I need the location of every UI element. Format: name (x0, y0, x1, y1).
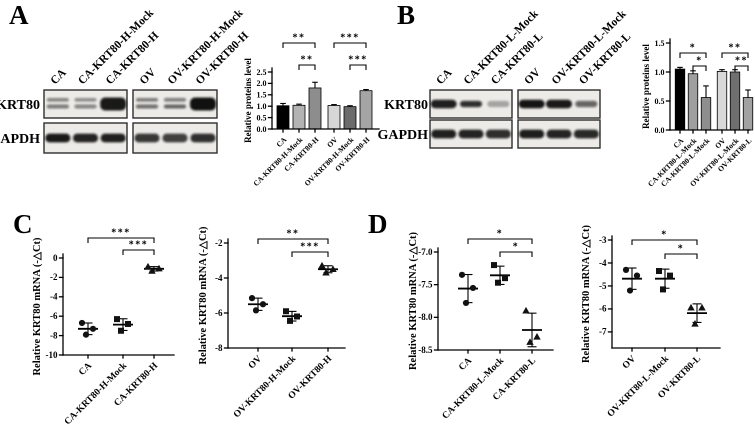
svg-text:**: ** (729, 43, 742, 54)
svg-text:Relative KRT80 mRNA (-△Ct): Relative KRT80 mRNA (-△Ct) (581, 224, 592, 363)
svg-text:-7: -7 (599, 327, 607, 337)
svg-text:**: ** (735, 56, 748, 67)
svg-text:CA: CA (77, 361, 94, 378)
svg-text:0.5: 0.5 (257, 113, 267, 122)
svg-text:-4: -4 (215, 273, 223, 283)
svg-text:-7.0: -7.0 (418, 247, 433, 257)
svg-text:-4: -4 (50, 292, 58, 302)
svg-text:0: 0 (53, 253, 58, 263)
svg-text:2.0: 2.0 (257, 79, 267, 88)
svg-text:-8.5: -8.5 (418, 345, 433, 355)
svg-text:GAPDH: GAPDH (377, 128, 428, 143)
svg-text:1.5: 1.5 (257, 91, 267, 100)
panel-d-label: D (368, 209, 388, 239)
svg-text:***: *** (111, 228, 131, 239)
svg-text:-2: -2 (215, 238, 223, 248)
panel-b-bar-chart: 0.0 0.5 1.0 1.5 Relative proteins level CA CA-… (622, 28, 755, 203)
svg-text:KRT80: KRT80 (0, 98, 40, 113)
svg-text:*: * (678, 244, 685, 255)
svg-text:-3: -3 (599, 235, 607, 245)
svg-text:-5: -5 (599, 281, 607, 291)
svg-text:**: ** (287, 229, 300, 240)
svg-text:-6: -6 (599, 304, 607, 314)
svg-text:OV: OV (247, 354, 264, 371)
panel-d-right-scatter-plot: -3 -4 -5 -6 -7 Relative KRT80 mRNA (-△Ct) OV OV… (578, 212, 755, 424)
panel-b-western-blot: KRT80 GAPDH CA CA-KRT80-L-Mock CA-KRT80-L OV O… (377, 8, 658, 164)
svg-text:*: * (696, 56, 703, 67)
svg-text:1.0: 1.0 (257, 102, 267, 111)
svg-text:1.5: 1.5 (655, 39, 665, 48)
svg-text:CA: CA (434, 66, 455, 87)
svg-text:Relative KRT80 mRNA (-△Ct): Relative KRT80 mRNA (-△Ct) (32, 237, 43, 376)
svg-text:OV: OV (138, 66, 159, 87)
svg-text:Relative proteins level: Relative proteins level (243, 58, 253, 143)
svg-text:CA-KRT80-H-Mock: CA-KRT80-H-Mock (63, 361, 130, 424)
svg-text:OV: OV (621, 354, 638, 371)
svg-text:***: *** (348, 55, 368, 66)
svg-text:Relative proteins level: Relative proteins level (641, 44, 651, 129)
svg-text:0.0: 0.0 (655, 126, 665, 135)
svg-text:*: * (661, 230, 668, 241)
svg-text:*: * (497, 229, 504, 240)
svg-text:-7.5: -7.5 (418, 279, 433, 289)
panel-a-western-blot: KRT80GAPDHCACA-KRT80-H-MockCA-KRT80-HOVO… (0, 7, 255, 164)
svg-text:Relative KRT80 mRNA (-△Ct): Relative KRT80 mRNA (-△Ct) (198, 226, 209, 365)
svg-text:-10: -10 (46, 350, 58, 360)
panel-a-bar-chart: 0.0 0.5 1.0 1.5 2.0 2.5 Relative proteins leve… (243, 28, 393, 198)
panel-b-label: B (397, 0, 416, 30)
svg-text:CA-KRT80-L-Mock: CA-KRT80-L-Mock (441, 356, 507, 422)
svg-text:***: *** (129, 240, 149, 251)
panel-a-label: A (9, 0, 29, 30)
svg-text:-8: -8 (215, 343, 223, 353)
svg-text:1.0: 1.0 (655, 68, 665, 77)
svg-text:**: ** (293, 33, 306, 44)
svg-text:GAPDH: GAPDH (0, 132, 40, 147)
svg-text:***: *** (340, 33, 360, 44)
panel-c-left-scatter-plot: 0 -2 -4 -6 -8 -10 Relative KRT80 mRNA (-△Ct) CA… (28, 212, 193, 424)
panel-c-label: C (13, 209, 33, 239)
svg-text:CA: CA (48, 66, 69, 87)
svg-text:***: *** (300, 242, 320, 253)
svg-text:2.5: 2.5 (257, 68, 267, 77)
svg-text:OV-KRT80-L-Mock: OV-KRT80-L-Mock (606, 354, 672, 420)
svg-text:-8: -8 (50, 330, 58, 340)
svg-text:*: * (513, 242, 520, 253)
svg-text:0.5: 0.5 (655, 97, 665, 106)
svg-text:*: * (690, 43, 697, 54)
svg-text:CA: CA (457, 356, 474, 373)
svg-text:0.0: 0.0 (257, 125, 267, 134)
svg-text:-2: -2 (50, 272, 58, 282)
svg-text:KRT80: KRT80 (384, 98, 428, 113)
svg-text:Relative KRT80 mRNA (-△Ct): Relative KRT80 mRNA (-△Ct) (408, 231, 419, 370)
panel-c-right-scatter-plot: -2 -4 -6 -8 Relative KRT80 mRNA (-△Ct) OV OV-K… (195, 212, 360, 424)
svg-text:-6: -6 (50, 311, 58, 321)
svg-text:OV-KRT80-H-Mock: OV-KRT80-H-Mock (232, 354, 299, 421)
svg-text:-8.0: -8.0 (418, 312, 433, 322)
svg-text:OV: OV (522, 66, 543, 87)
svg-text:-4: -4 (599, 258, 607, 268)
panel-d-left-scatter-plot: -7.0 -7.5 -8.0 -8.5 Relative KRT80 mRNA (-△C… (405, 212, 570, 424)
svg-text:-6: -6 (215, 308, 223, 318)
svg-text:**: ** (301, 55, 314, 66)
